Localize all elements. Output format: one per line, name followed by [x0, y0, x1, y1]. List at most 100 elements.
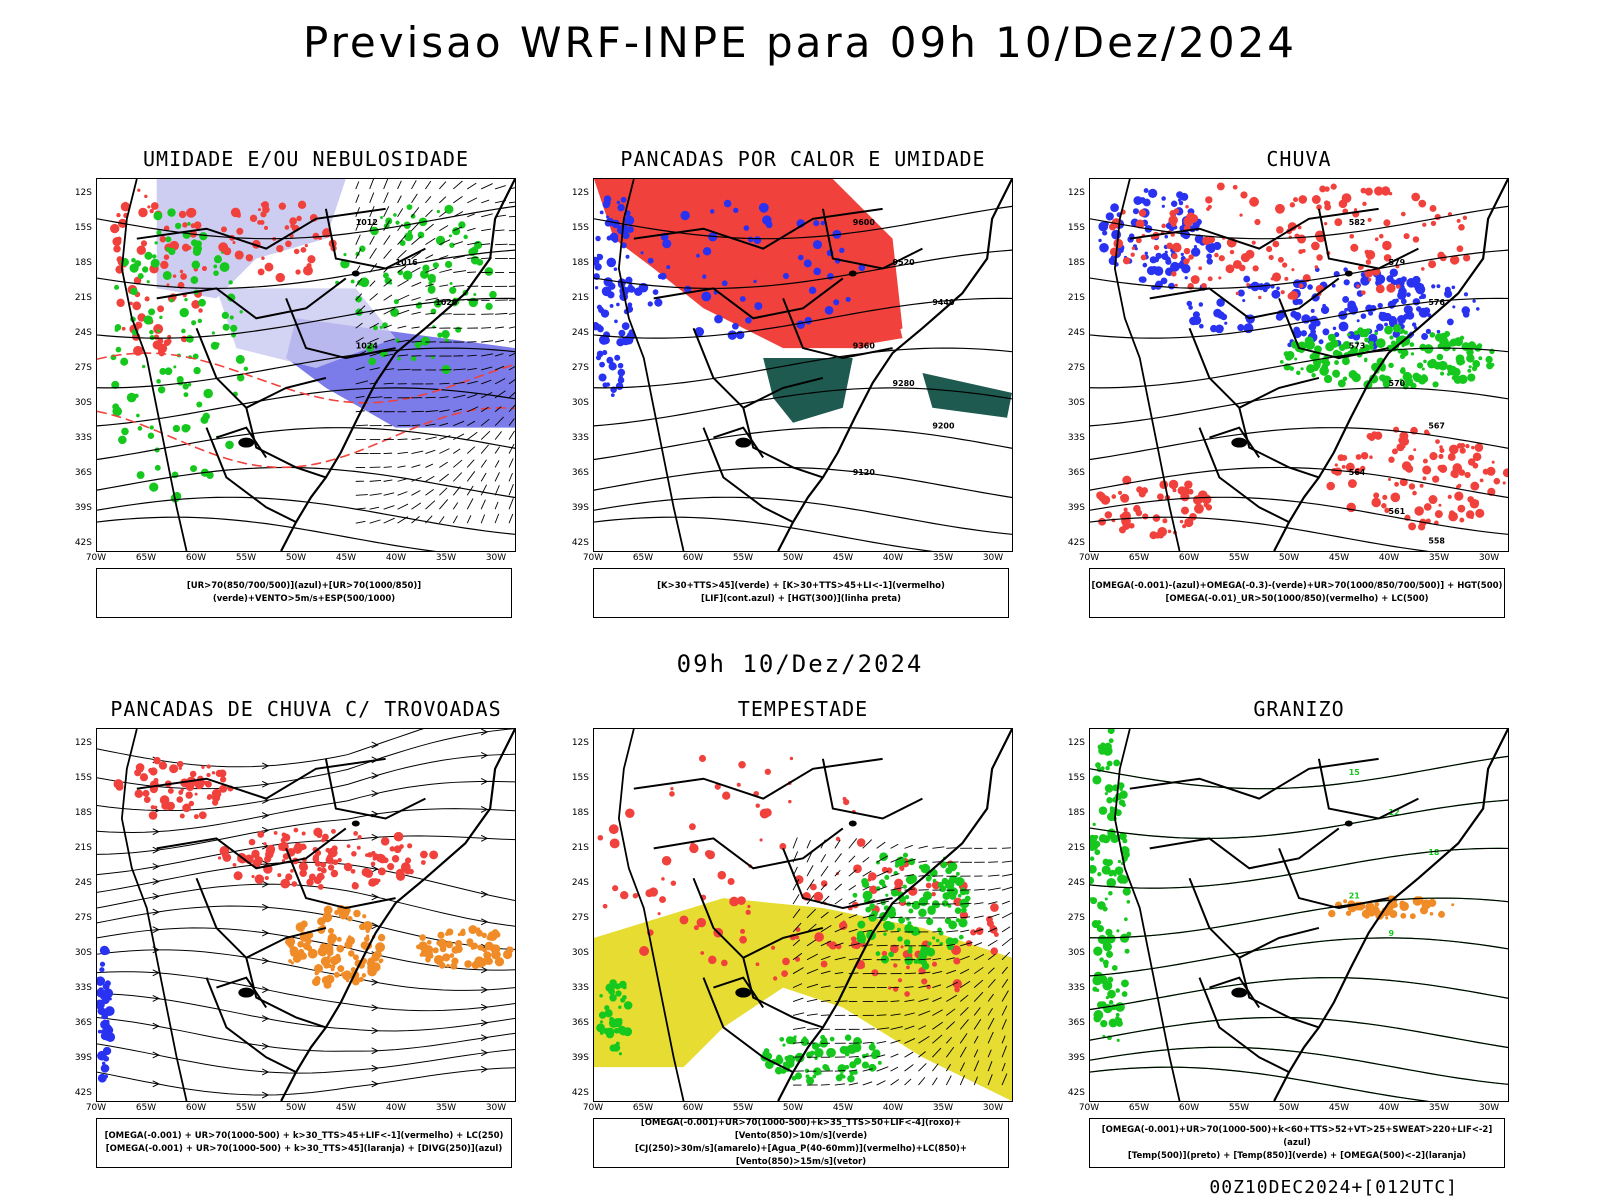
lat-tick-label: 21S: [1067, 843, 1085, 853]
contour-label: 9360: [853, 341, 876, 350]
legend-line: [OMEGA(-0.001)+UR>70(1000-500)+k<60+TTS>…: [1101, 1124, 1493, 1148]
lat-tick-label: 30S: [571, 948, 589, 958]
lat-tick-label: 36S: [571, 1018, 589, 1028]
lat-tick-label: 42S: [74, 538, 92, 548]
lon-tick-label: 40W: [1378, 1103, 1400, 1113]
lon-tick-label: 65W: [1128, 553, 1150, 563]
lat-tick-label: 39S: [74, 503, 92, 513]
panel-title: GRANIZO: [1253, 697, 1345, 721]
map-canvas: [97, 729, 515, 1101]
lon-tick-label: 70W: [85, 553, 107, 563]
lat-tick-label: 30S: [1067, 948, 1085, 958]
continent-outline: [1113, 729, 1508, 1101]
lon-tick-label: 70W: [1078, 553, 1100, 563]
lon-tick-label: 65W: [1128, 1103, 1150, 1113]
panel-title: PANCADAS DE CHUVA C/ TROVOADAS: [110, 697, 502, 721]
legend-line: [UR>70(850/700/500)](azul)+[UR>70(1000/8…: [186, 581, 422, 604]
green-contours-east: [335, 204, 497, 375]
lat-tick-label: 15S: [571, 773, 589, 783]
contour-label: 21: [1349, 891, 1360, 900]
lat-tick-label: 33S: [1067, 433, 1085, 443]
contour-label: 1012: [356, 218, 378, 227]
lon-tick-label: 70W: [582, 1103, 604, 1113]
legend-line: [LIF](cont.azul) + [HGT(300)](linha pret…: [700, 594, 902, 604]
lon-tick-label: 30W: [485, 553, 507, 563]
lon-tick-label: 40W: [385, 553, 407, 563]
rain-red-north: [1108, 182, 1471, 300]
lat-tick-label: 30S: [1067, 398, 1085, 408]
contour-label: 12: [1389, 808, 1400, 817]
map-plot: 582 579 576 573 570 567 564 561 558: [1089, 178, 1509, 552]
legend-line: [OMEGA(-0.001) + UR>70(1000-500) + k>30_…: [104, 1131, 504, 1141]
lat-tick-label: 33S: [74, 983, 92, 993]
green-contours: [110, 208, 249, 503]
thunder-orange-east: [416, 925, 514, 970]
water-red-contours: [597, 754, 893, 981]
lat-tick-label: 21S: [1067, 293, 1085, 303]
lon-tick-label: 70W: [1078, 1103, 1100, 1113]
continent-outline: [1113, 179, 1508, 551]
lat-tick-label: 39S: [571, 503, 589, 513]
map-canvas: 582 579 576 573 570 567 564 561 558: [1090, 179, 1508, 551]
map-canvas: [594, 729, 1012, 1101]
teal-area-east: [922, 372, 1012, 418]
lon-tick-label: 70W: [582, 553, 604, 563]
wind850-green-west: [596, 979, 633, 1056]
continent-outline: [617, 729, 1012, 1101]
lon-tick-label: 35W: [932, 1103, 954, 1113]
lon-tick-label: 45W: [335, 553, 357, 563]
panel-legend: [OMEGA(-0.001) + UR>70(1000-500) + k>30_…: [96, 1118, 512, 1168]
contour-label: 9440: [932, 298, 955, 307]
legend-line: [OMEGA(-0.001) + UR>70(1000-500) + k>30_…: [105, 1144, 503, 1154]
lat-tick-label: 39S: [1067, 1053, 1085, 1063]
map-plot: [96, 728, 516, 1102]
lat-tick-label: 21S: [571, 843, 589, 853]
legend-line: [Temp(500)](preto) + [Temp(850)](verde) …: [1127, 1150, 1467, 1161]
lon-tick-label: 30W: [982, 553, 1004, 563]
panel-legend: [K>30+TTS>45](verde) + [K>30+TTS>45+LI<-…: [593, 568, 1009, 618]
lon-tick-label: 45W: [832, 553, 854, 563]
lat-tick-label: 21S: [571, 293, 589, 303]
lon-tick-label: 60W: [1178, 553, 1200, 563]
contour-label: 573: [1349, 341, 1366, 350]
lat-tick-label: 24S: [74, 328, 92, 338]
panel-title: UMIDADE E/OU NEBULOSIDADE: [142, 147, 470, 171]
contour-label: 576: [1428, 298, 1445, 307]
lon-tick-label: 60W: [682, 1103, 704, 1113]
main-title: Previsao WRF-INPE para 09h 10/Dez/2024: [302, 18, 1298, 67]
lat-tick-label: 15S: [571, 223, 589, 233]
lon-tick-label: 50W: [782, 1103, 804, 1113]
wind850-green-south: [760, 1034, 882, 1085]
temp850-green-lines: 15 12 18 21 9: [1090, 755, 1508, 1101]
lat-tick-label: 33S: [571, 983, 589, 993]
contour-label: 9600: [853, 218, 876, 227]
lon-tick-label: 40W: [385, 1103, 407, 1113]
lat-tick-label: 24S: [1067, 878, 1085, 888]
panel-legend: [OMEGA(-0.001)+UR>70(1000-500)+k>35_TTS>…: [593, 1118, 1009, 1168]
contour-label: 15: [1349, 768, 1360, 777]
lon-tick-label: 35W: [1428, 1103, 1450, 1113]
lon-tick-label: 65W: [632, 553, 654, 563]
streamlines-250: [97, 729, 515, 1099]
lat-tick-label: 27S: [74, 913, 92, 923]
lon-tick-label: 40W: [882, 553, 904, 563]
lat-tick-label: 27S: [1067, 363, 1085, 373]
lon-tick-label: 55W: [1228, 1103, 1250, 1113]
lat-tick-label: 27S: [571, 913, 589, 923]
lat-tick-label: 24S: [74, 878, 92, 888]
lat-tick-label: 18S: [571, 808, 589, 818]
contour-label: 1020: [435, 298, 458, 307]
legend-line: [K>30+TTS>45](verde) + [K>30+TTS>45+LI<-…: [657, 581, 945, 591]
lat-tick-label: 27S: [1067, 913, 1085, 923]
lat-tick-label: 24S: [571, 328, 589, 338]
lon-tick-label: 65W: [632, 1103, 654, 1113]
lat-tick-label: 18S: [571, 258, 589, 268]
lat-tick-label: 30S: [74, 948, 92, 958]
lat-tick-label: 33S: [74, 433, 92, 443]
lat-tick-label: 33S: [1067, 983, 1085, 993]
thunder-red-north: [113, 756, 234, 820]
lat-tick-label: 27S: [571, 363, 589, 373]
teal-area: [763, 358, 853, 423]
mid-date: 09h 10/Dez/2024: [676, 650, 924, 678]
legend-line: [OMEGA(-0.001)-(azul)+OMEGA(-0.3)-(verde…: [1091, 581, 1503, 591]
